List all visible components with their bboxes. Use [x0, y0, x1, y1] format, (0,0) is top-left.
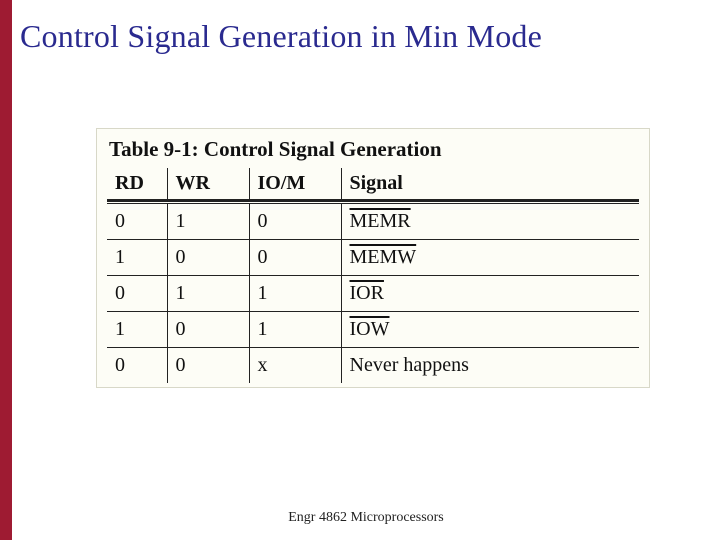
cell-rd: 0 — [107, 203, 167, 240]
cell-signal: IOR — [341, 276, 639, 312]
cell-signal: MEMW — [341, 240, 639, 276]
slide-title: Control Signal Generation in Min Mode — [20, 18, 542, 55]
table-body: 0 1 0 MEMR 1 0 0 MEMW 0 1 1 IOR — [107, 203, 639, 384]
col-header-signal: Signal — [341, 168, 639, 200]
cell-signal: Never happens — [341, 348, 639, 384]
table-caption: Table 9-1: Control Signal Generation — [107, 135, 639, 168]
left-accent-stripe — [0, 0, 12, 540]
cell-iom: 1 — [249, 276, 341, 312]
col-header-iom: IO/M — [249, 168, 341, 200]
signal-table: RD WR IO/M Signal 0 1 0 MEMR 1 — [107, 168, 639, 383]
table-row: 1 0 1 IOW — [107, 312, 639, 348]
table-row: 0 0 x Never happens — [107, 348, 639, 384]
col-header-rd: RD — [107, 168, 167, 200]
table-row: 0 1 1 IOR — [107, 276, 639, 312]
cell-signal: IOW — [341, 312, 639, 348]
cell-rd: 1 — [107, 240, 167, 276]
slide-body: Control Signal Generation in Min Mode Ta… — [12, 0, 720, 540]
cell-rd: 0 — [107, 276, 167, 312]
cell-wr: 0 — [167, 348, 249, 384]
cell-wr: 1 — [167, 203, 249, 240]
table-row: 0 1 0 MEMR — [107, 203, 639, 240]
cell-iom: 0 — [249, 240, 341, 276]
cell-iom: 1 — [249, 312, 341, 348]
cell-iom: x — [249, 348, 341, 384]
table-row: 1 0 0 MEMW — [107, 240, 639, 276]
table-header-row: RD WR IO/M Signal — [107, 168, 639, 200]
cell-rd: 1 — [107, 312, 167, 348]
cell-wr: 0 — [167, 312, 249, 348]
cell-wr: 0 — [167, 240, 249, 276]
table-container: Table 9-1: Control Signal Generation RD … — [96, 128, 650, 388]
cell-signal: MEMR — [341, 203, 639, 240]
cell-iom: 0 — [249, 203, 341, 240]
col-header-wr: WR — [167, 168, 249, 200]
slide-footer: Engr 4862 Microprocessors — [12, 510, 720, 526]
cell-wr: 1 — [167, 276, 249, 312]
cell-rd: 0 — [107, 348, 167, 384]
